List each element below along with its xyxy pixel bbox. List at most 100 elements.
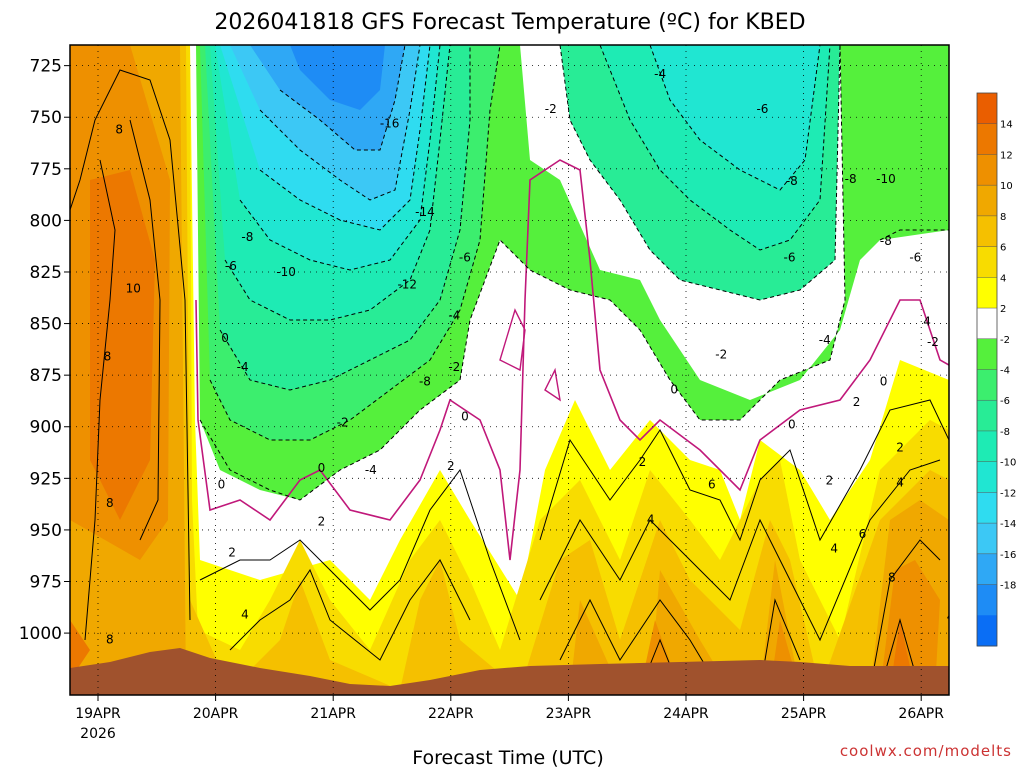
plot-frame — [69, 44, 950, 696]
contour-label: -8 — [786, 174, 798, 188]
colorbar-swatch — [977, 277, 997, 309]
colorbar-swatch — [977, 369, 997, 401]
contour-label: 4 — [947, 610, 955, 624]
contour-label: 2 — [826, 473, 834, 487]
terrain — [70, 648, 949, 695]
contour-label: -8 — [241, 230, 253, 244]
contour-label: -12 — [397, 277, 417, 291]
contour-label: -6 — [459, 251, 471, 265]
colorbar-swatch — [977, 430, 997, 463]
contour-label: -2 — [715, 348, 727, 362]
y-tick-label: 775 — [30, 160, 62, 180]
colorbar-swatch — [977, 185, 997, 217]
colorbar-tick-label: -2 — [1000, 335, 1010, 346]
colorbar-tick-label: 14 — [1000, 120, 1013, 131]
contour-label: -2 — [337, 416, 349, 430]
x-axis-label: Forecast Time (UTC) — [412, 747, 603, 768]
contour-label: 4 — [1009, 399, 1017, 413]
contour-label: 0 — [221, 331, 229, 345]
x-tick-label: 21APR — [310, 706, 356, 722]
colorbar-tick-label: -16 — [1000, 550, 1016, 561]
colorbar-tick-label: 6 — [1000, 243, 1006, 254]
x-tick-label: 26APR — [898, 706, 944, 722]
y-tick-label: 1000 — [19, 624, 62, 644]
contour-label: -8 — [419, 374, 431, 388]
y-tick-label: 875 — [30, 366, 62, 386]
colorbar-swatch — [977, 615, 997, 647]
region-8to10 — [70, 45, 949, 690]
colorbar-tick-label: -8 — [1000, 427, 1010, 438]
y-tick-label: 925 — [30, 469, 62, 489]
contour-label: -16 — [380, 116, 400, 130]
contour-label: -4 — [365, 463, 377, 477]
region-cold-minus18 — [290, 45, 385, 110]
y-axis-ticks: 725 750 775 800 825 850 875 900 925 950 975 1000 — [19, 57, 70, 644]
contour-label: 4 — [241, 608, 249, 622]
colorbar-tick-label: 12 — [1000, 150, 1013, 161]
colorbar-tick-label: -6 — [1000, 396, 1010, 407]
contour-label: 2 — [318, 515, 326, 529]
contour-label: 4 — [923, 315, 931, 329]
contour-label: -8 — [880, 234, 892, 248]
x-axis-ticks: 19APR 20APR 21APR 22APR 23APR 24APR 25APR 26APR — [75, 695, 944, 722]
colorbar-tick-label: -14 — [1000, 519, 1016, 530]
contour-label: 6 — [859, 527, 867, 541]
contour-label: 6 — [708, 478, 716, 492]
y-tick-label: 825 — [30, 263, 62, 283]
contour-label: -14 — [415, 205, 435, 219]
contour-label: -4 — [237, 360, 249, 374]
colorbar-swatch — [977, 123, 997, 155]
colorbar-tick-label: 10 — [1000, 181, 1013, 192]
contour-label: 8 — [106, 496, 114, 510]
y-tick-label: 800 — [30, 211, 62, 231]
contour-label: -8 — [845, 172, 857, 186]
colorbar-swatch — [977, 584, 997, 616]
colorbar-tick-label: 4 — [1000, 273, 1006, 284]
cold-contours — [199, 45, 949, 501]
contour-label: -2 — [448, 360, 460, 374]
y-tick-label: 900 — [30, 418, 62, 438]
contour-label: -6 — [909, 251, 921, 265]
contour-label: 2 — [853, 395, 861, 409]
region-2to4 — [70, 45, 949, 695]
colorbar-swatch — [977, 523, 997, 555]
x-tick-label: 25APR — [781, 706, 827, 722]
colorbar-tick-label: -4 — [1000, 366, 1010, 377]
x-tick-label: 22APR — [428, 706, 474, 722]
colorbar-swatch — [977, 246, 997, 278]
contour-label: -2 — [927, 335, 939, 349]
colorbar-swatch — [977, 338, 997, 370]
credit-text: coolwx.com/modelts — [840, 742, 1012, 760]
colorbar-swatch — [977, 154, 997, 186]
colorbar-swatch — [977, 308, 997, 340]
contour-label: 8 — [104, 350, 112, 364]
contour-label: 8 — [888, 570, 896, 584]
contour-label: -4 — [448, 308, 460, 322]
colorbar-swatch — [977, 215, 997, 248]
colorbar-swatch — [977, 461, 997, 493]
contour-label: -10 — [876, 172, 896, 186]
contour-label: 0 — [318, 461, 326, 475]
contour-label: 2 — [896, 440, 904, 454]
colorbar-swatch — [977, 400, 997, 432]
colorbar-swatch — [977, 93, 997, 125]
y-tick-label: 750 — [30, 108, 62, 128]
y-tick-label: 725 — [30, 57, 62, 77]
x-tick-label: 20APR — [193, 706, 239, 722]
contour-label: 0 — [218, 478, 226, 492]
contour-label: 0 — [788, 418, 796, 432]
contour-label: 8 — [106, 632, 114, 646]
colorbar-tick-label: 8 — [1000, 212, 1006, 223]
freezing-line — [195, 159, 949, 561]
contour-zero-pocket — [499, 308, 561, 402]
contour-label: -4 — [819, 333, 831, 347]
x-tick-label: 19APR — [75, 706, 121, 722]
y-tick-label: 975 — [30, 573, 62, 593]
contour-label: -4 — [654, 67, 666, 81]
contour-label: 2 — [639, 455, 647, 469]
colorbar-tick-label: -10 — [1000, 458, 1016, 469]
contour-label: -2 — [545, 102, 557, 116]
